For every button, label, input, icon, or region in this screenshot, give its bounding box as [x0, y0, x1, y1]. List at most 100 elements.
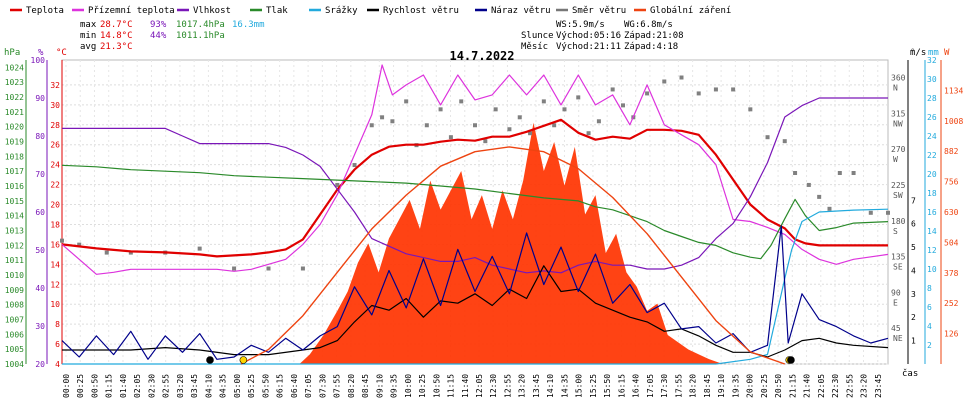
stat-min-label: min — [80, 31, 96, 41]
x-tick-label: 17:55 — [674, 374, 683, 398]
wind-dir-point — [817, 194, 822, 199]
y-tick-label: 1016 — [5, 182, 24, 191]
y-tick-label: 756 — [944, 178, 959, 187]
wind-dir-point — [713, 87, 718, 92]
x-tick-label: 06:15 — [276, 374, 285, 398]
x-tick-label: 17:30 — [660, 374, 669, 398]
y-tick-label: NW — [893, 119, 903, 128]
x-tick-label: 04:35 — [219, 374, 228, 398]
x-tick-label: 23:20 — [860, 374, 869, 398]
y-tick-label: 270 — [891, 145, 906, 154]
y-tick-label: 4 — [911, 266, 916, 275]
info-moon-label: Měsíc — [521, 42, 548, 52]
stats-block: max 28.7°C 93% 1017.4hPa 16.3mm min 14.8… — [80, 20, 265, 52]
y-tick-label: 1010 — [5, 271, 24, 280]
x-tick-label: 07:05 — [304, 374, 313, 398]
x-tick-label: 00:00 — [62, 374, 71, 398]
x-tick-label: 20:00 — [746, 374, 755, 398]
x-tick-label: 05:50 — [261, 374, 270, 398]
y-tick-label: 80 — [35, 132, 45, 141]
y-tick-label: 1009 — [5, 286, 24, 295]
x-tick-label: 00:50 — [90, 374, 99, 398]
series-line — [61, 164, 889, 260]
y-tick-label: 6 — [927, 303, 932, 312]
x-tick-label: 11:15 — [447, 374, 456, 398]
wind-dir-point — [662, 79, 667, 84]
y-tick-label: 360 — [891, 74, 906, 83]
wind-dir-point — [352, 163, 357, 168]
y-tick-label: 1006 — [5, 330, 24, 339]
x-tick-label: 18:20 — [689, 374, 698, 398]
y-tick-label: 1134 — [944, 86, 963, 95]
legend-label: Náraz větru — [491, 6, 551, 16]
stat-max-press: 1017.4hPa — [176, 20, 225, 30]
legend-item: Srážky — [309, 6, 358, 16]
wind-dir-point — [765, 135, 770, 140]
y-tick-label: 1015 — [5, 197, 24, 206]
wind-dir-point — [645, 91, 650, 96]
info-block: WS:5.9m/s WG:6.8m/s Slunce Východ:05:16 … — [521, 20, 684, 52]
y-tick-label: 1018 — [5, 152, 24, 161]
y-tick-label: 12 — [927, 246, 937, 255]
x-tick-label: 15:25 — [589, 374, 598, 398]
x-tick-label: 10:00 — [404, 374, 413, 398]
sun-moon-marker — [206, 356, 214, 364]
y-tick-label: 1005 — [5, 345, 24, 354]
x-tick-label: 12:30 — [489, 374, 498, 398]
x-tick-label: 22:30 — [831, 374, 840, 398]
y-tick-label: 40 — [35, 284, 45, 293]
y-tick-label: S — [893, 227, 898, 236]
x-tick-label: 12:05 — [475, 374, 484, 398]
wind-dir-point — [493, 107, 498, 112]
wind-dir-point — [679, 75, 684, 80]
legend-label: Směr větru — [572, 6, 626, 16]
y-tick-label: 1 — [911, 337, 916, 346]
y-tick-label: 882 — [944, 147, 959, 156]
y-tick-label: 30 — [927, 75, 937, 84]
info-moon-set: Západ:4:18 — [624, 42, 678, 52]
y-tick-label: 60 — [35, 208, 45, 217]
legend-item: Náraz větru — [475, 6, 551, 16]
legend-item: Směr větru — [556, 6, 626, 16]
y-tick-label: 1019 — [5, 138, 24, 147]
y-tick-label: 1020 — [5, 123, 24, 132]
wind-dir-point — [782, 139, 787, 144]
y-tick-label: 1014 — [5, 212, 24, 221]
plot-area — [60, 64, 890, 365]
x-tick-label: 11:40 — [461, 374, 470, 398]
x-tick-label: 14:35 — [560, 374, 569, 398]
x-tick-label: 20:50 — [774, 374, 783, 398]
wind-dir-point — [197, 246, 202, 251]
x-tick-label: 16:40 — [632, 374, 641, 398]
y-tick-label: 6 — [55, 340, 60, 349]
wind-dir-point — [696, 91, 701, 96]
wind-dir-point — [232, 266, 237, 271]
wind-dir-point — [886, 210, 890, 215]
y-tick-label: 1023 — [5, 78, 24, 87]
axis-unit: m/s — [910, 48, 926, 58]
stat-max-rain: 16.3mm — [232, 20, 265, 30]
y-tick-label: 135 — [891, 253, 906, 262]
series-line — [240, 146, 786, 365]
x-tick-label: 21:15 — [788, 374, 797, 398]
y-tick-label: 180 — [891, 217, 906, 226]
y-tick-label: 10 — [927, 265, 937, 274]
y-tick-label: 20 — [35, 360, 45, 369]
y-tick-label: 32 — [50, 81, 60, 90]
legend-label: Přízemní teplota — [88, 6, 175, 16]
x-tick-label: 13:20 — [518, 374, 527, 398]
y-tick-label: 24 — [50, 161, 60, 170]
wind-dir-point — [528, 131, 533, 136]
x-tick-label: 17:05 — [646, 374, 655, 398]
y-tick-label: 8 — [927, 284, 932, 293]
wind-dir-point — [266, 266, 271, 271]
stat-min-press: 1011.1hPa — [176, 31, 225, 41]
wind-dir-point — [128, 250, 133, 255]
axis-unit: % — [38, 48, 44, 58]
y-tick-label: 4 — [927, 322, 932, 331]
y-tick-label: 28 — [927, 94, 937, 103]
y-tick-label: E — [893, 298, 898, 307]
x-tick-label: 09:10 — [375, 374, 384, 398]
wind-dir-point — [300, 266, 305, 271]
sun-moon-marker — [787, 356, 795, 364]
